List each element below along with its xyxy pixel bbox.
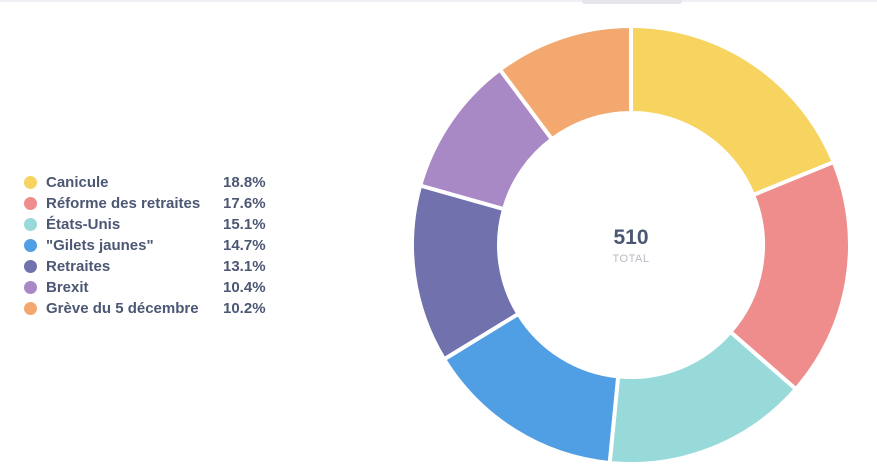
legend-label: États-Unis: [46, 216, 121, 233]
legend-value: 14.7%: [223, 237, 266, 254]
legend-item[interactable]: Réforme des retraites 17.6%: [24, 193, 284, 214]
legend-value: 13.1%: [223, 258, 266, 275]
legend-label: Réforme des retraites: [46, 195, 201, 212]
legend-dot: [24, 281, 37, 294]
resize-handle[interactable]: [582, 0, 682, 4]
legend-item[interactable]: "Gilets jaunes" 14.7%: [24, 235, 284, 256]
legend-dot: [24, 239, 37, 252]
top-divider: [0, 0, 877, 2]
legend-label: Brexit: [46, 279, 89, 296]
legend-label: "Gilets jaunes": [46, 237, 154, 254]
legend-value: 18.8%: [223, 174, 266, 191]
legend-item[interactable]: Retraites 13.1%: [24, 256, 284, 277]
donut-slices: [410, 24, 852, 466]
legend-value: 10.2%: [223, 300, 266, 317]
total-label: TOTAL: [613, 253, 650, 265]
legend-value: 17.6%: [223, 195, 266, 212]
legend-dot: [24, 302, 37, 315]
legend-item[interactable]: Grève du 5 décembre 10.2%: [24, 298, 284, 319]
legend-value: 10.4%: [223, 279, 266, 296]
legend: Canicule 18.8% Réforme des retraites 17.…: [24, 172, 284, 319]
legend-label: Canicule: [46, 174, 109, 191]
legend-value: 15.1%: [223, 216, 266, 233]
legend-dot: [24, 176, 37, 189]
legend-label: Retraites: [46, 258, 111, 275]
legend-dot: [24, 197, 37, 210]
legend-item[interactable]: Canicule 18.8%: [24, 172, 284, 193]
legend-item[interactable]: États-Unis 15.1%: [24, 214, 284, 235]
legend-dot: [24, 218, 37, 231]
donut-slice[interactable]: [497, 24, 633, 142]
legend-item[interactable]: Brexit 10.4%: [24, 277, 284, 298]
legend-label: Grève du 5 décembre: [46, 300, 199, 317]
legend-dot: [24, 260, 37, 273]
total-value: 510: [613, 226, 648, 249]
donut-slice[interactable]: [629, 24, 836, 198]
